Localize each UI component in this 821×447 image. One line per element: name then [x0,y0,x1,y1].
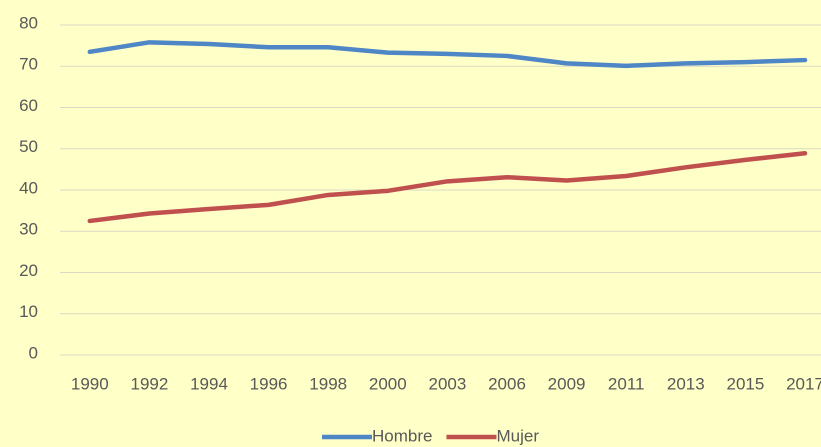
x-tick-label: 2015 [726,374,764,393]
x-tick-label: 1990 [71,374,109,393]
y-tick-label: 10 [19,302,38,321]
y-tick-label: 50 [19,137,38,156]
y-tick-label: 40 [19,178,38,197]
x-tick-label: 1998 [309,374,347,393]
x-tick-label: 2011 [608,374,645,393]
x-tick-label: 2003 [428,374,466,393]
y-tick-label: 20 [19,261,38,280]
y-tick-label: 60 [19,96,38,115]
y-tick-label: 80 [19,13,38,32]
x-tick-label: 2013 [667,374,705,393]
x-tick-label: 1996 [250,374,288,393]
x-tick-label: 2000 [369,374,407,393]
x-tick-label: 1992 [130,374,168,393]
y-tick-label: 70 [19,55,38,74]
x-tick-label: 2009 [548,374,586,393]
y-tick-label: 0 [29,343,38,362]
series-line [87,40,808,69]
x-tick-label: 2017 [786,374,821,393]
y-tick-label: 30 [19,220,38,239]
x-tick-label: 2006 [488,374,526,393]
legend-label: Mujer [496,426,539,445]
series-line [87,151,808,224]
x-tick-label: 1994 [190,374,228,393]
legend-label: Hombre [372,426,432,445]
